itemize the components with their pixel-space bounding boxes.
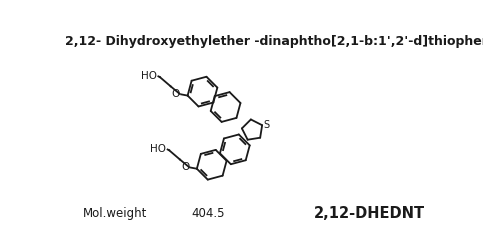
Text: HO: HO (150, 144, 166, 154)
Text: S: S (264, 120, 270, 130)
Text: O: O (171, 89, 180, 99)
Text: 2,12-DHEDNT: 2,12-DHEDNT (314, 206, 425, 221)
Text: Mol.weight: Mol.weight (83, 207, 147, 220)
Text: 2,12- Dihydroxyethylether -dinaphtho[2,1-b:1',2'-d]thiophene: 2,12- Dihydroxyethylether -dinaphtho[2,1… (65, 34, 483, 48)
Text: 404.5: 404.5 (191, 207, 225, 220)
Text: HO: HO (141, 70, 157, 81)
Text: O: O (181, 162, 189, 172)
